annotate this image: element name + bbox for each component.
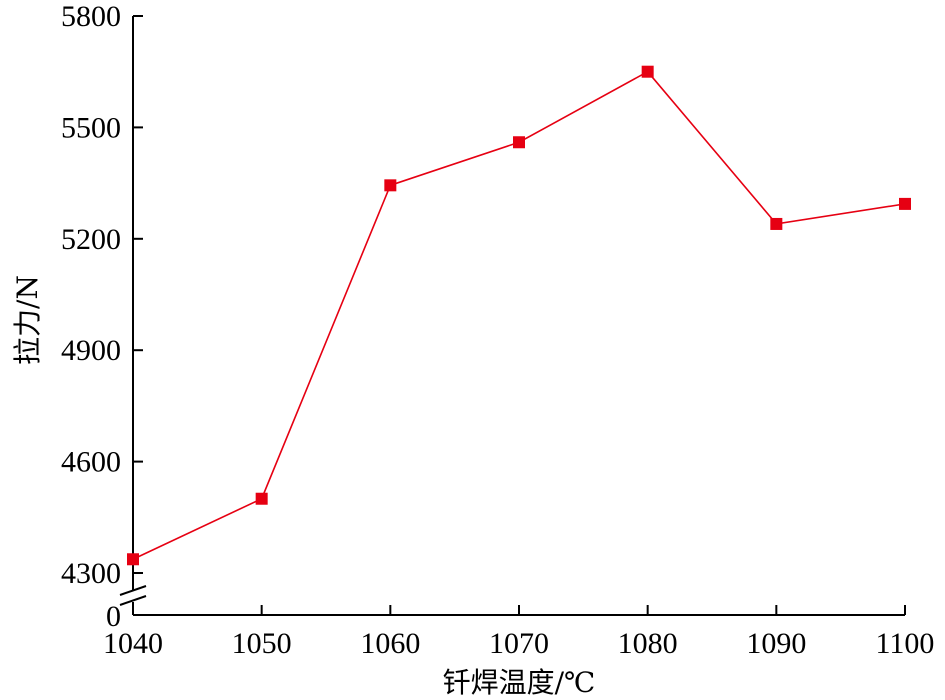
y-tick-label: 4900	[61, 334, 121, 367]
data-point	[770, 217, 783, 230]
axes	[119, 16, 905, 616]
y-tick-label: 4600	[61, 446, 121, 479]
x-tick-label: 1100	[876, 627, 935, 660]
y-tick-label: 5800	[61, 0, 121, 33]
data-point	[255, 492, 268, 505]
data-point	[641, 65, 654, 78]
x-tick-label: 1090	[746, 627, 806, 660]
data-point	[513, 136, 525, 149]
y-axis-title: 拉力/N	[11, 275, 44, 365]
x-tick-label: 1060	[360, 627, 420, 660]
y-axis-break-mark	[119, 585, 147, 596]
series-group	[127, 65, 911, 566]
x-axis-title: 钎焊温度/℃	[443, 666, 596, 699]
y-tick-label: 4300	[61, 557, 121, 590]
x-tick-label: 1040	[103, 627, 163, 660]
data-point	[127, 553, 139, 566]
x-tick-label: 1070	[489, 627, 549, 660]
x-tick-label: 1050	[232, 627, 292, 660]
y-tick-label: 0	[106, 600, 121, 633]
x-tick-label: 1080	[618, 627, 678, 660]
data-point	[899, 197, 911, 210]
y-tick-label: 5500	[61, 111, 121, 144]
y-axis-ticks: 0 4300 4600 4900 5200 5500 5800	[61, 0, 143, 633]
y-axis-break-mark	[119, 595, 147, 606]
x-axis-ticks: 1040 1050 1060 1070 1080 1090 1100	[103, 605, 934, 660]
y-tick-label: 5200	[61, 223, 121, 256]
data-point	[384, 179, 397, 192]
